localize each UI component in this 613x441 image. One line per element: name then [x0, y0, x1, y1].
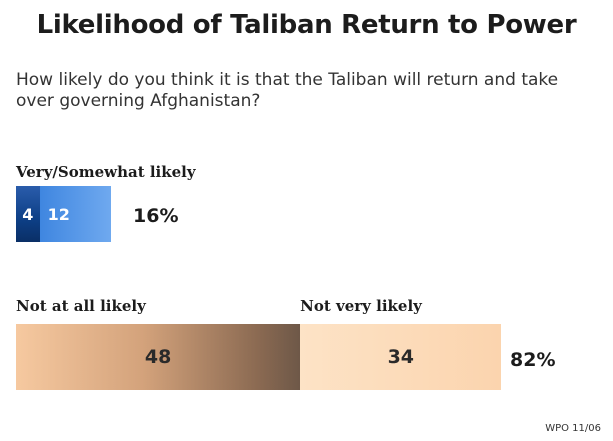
chart-title: Likelihood of Taliban Return to Power [36, 10, 577, 40]
survey-question: How likely do you think it is that the T… [16, 70, 559, 111]
series-label-not-very-likely: Not very likely [300, 297, 422, 315]
total-label-unlikely: 82% [510, 349, 556, 371]
bar-segment-somewhat-likely: 12 [39, 186, 111, 242]
bar-segment-not-at-all-likely: 48 [16, 324, 301, 390]
series-label-not-at-all-likely: Not at all likely [16, 297, 146, 315]
total-label-likely: 16% [133, 205, 179, 227]
source-note: WPO 11/06 [545, 423, 601, 434]
bar-segment-very-likely: 4 [16, 186, 40, 242]
bar-segment-not-very-likely: 34 [300, 324, 502, 390]
group-label-likely: Very/Somewhat likely [16, 163, 196, 181]
